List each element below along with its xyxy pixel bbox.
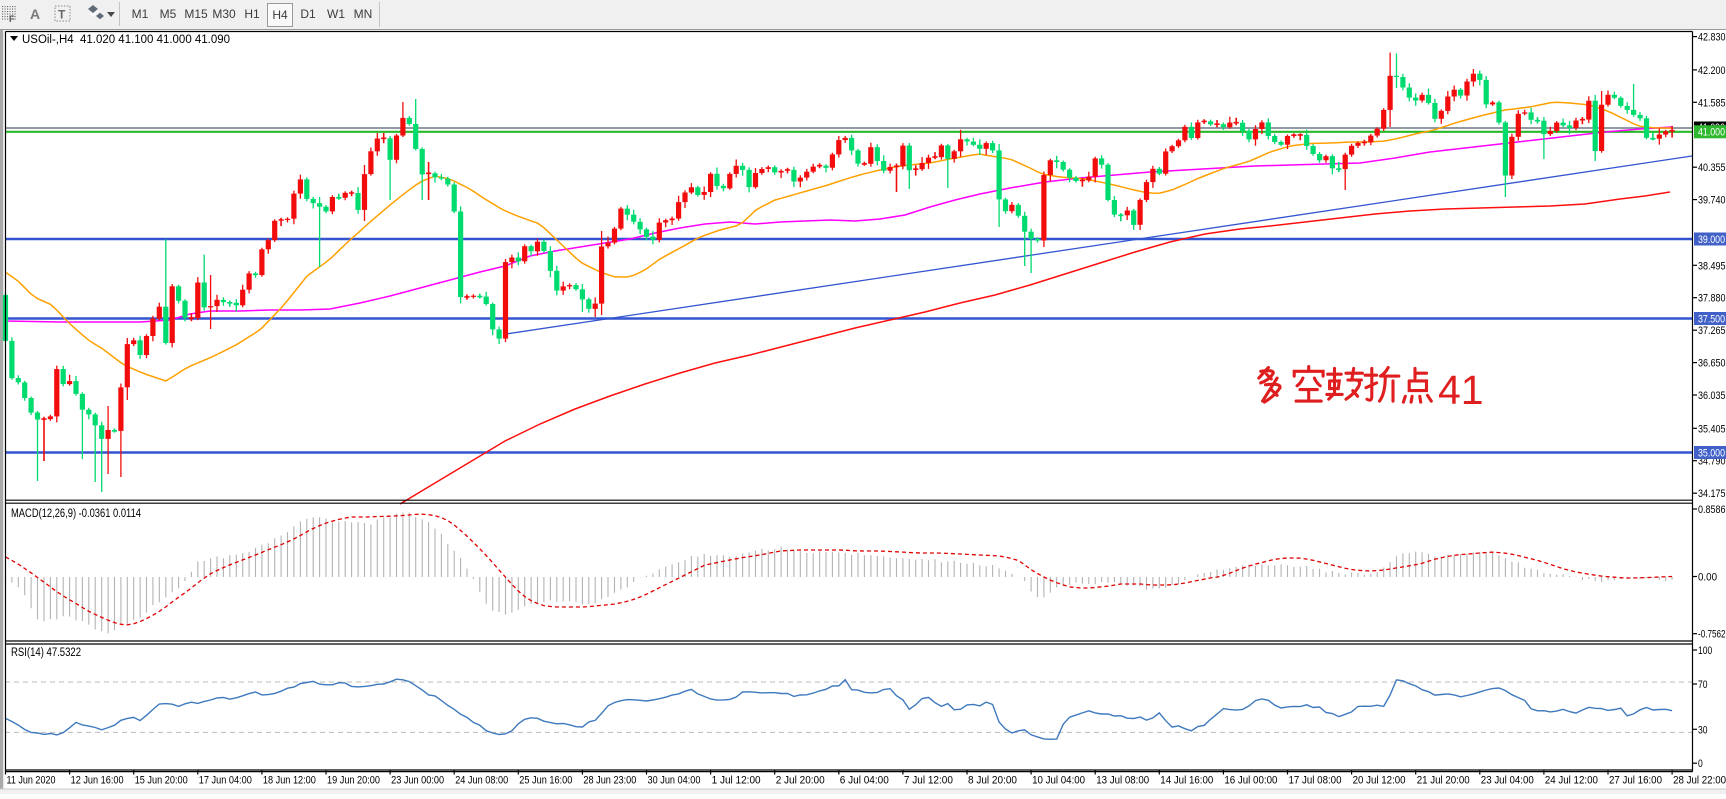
svg-text:37.265: 37.265 <box>1698 325 1726 337</box>
svg-text:25 Jun 16:00: 25 Jun 16:00 <box>519 775 572 787</box>
svg-text:20 Jul 12:00: 20 Jul 12:00 <box>1353 775 1406 787</box>
svg-text:36.650: 36.650 <box>1698 358 1726 370</box>
svg-text:F: F <box>9 14 15 24</box>
svg-text:11 Jun 2020: 11 Jun 2020 <box>7 775 56 787</box>
svg-text:10 Jul 04:00: 10 Jul 04:00 <box>1032 775 1085 787</box>
svg-text:21 Jul 20:00: 21 Jul 20:00 <box>1417 775 1470 787</box>
svg-text:14 Jul 16:00: 14 Jul 16:00 <box>1160 775 1213 787</box>
svg-text:23 Jul 04:00: 23 Jul 04:00 <box>1481 775 1534 787</box>
svg-text:28 Jul 22:00: 28 Jul 22:00 <box>1673 775 1726 787</box>
svg-text:37.880: 37.880 <box>1698 293 1726 305</box>
svg-text:27 Jul 16:00: 27 Jul 16:00 <box>1609 775 1662 787</box>
svg-text:100: 100 <box>1698 645 1712 657</box>
svg-text:40.355: 40.355 <box>1698 162 1726 174</box>
svg-text:23 Jun 00:00: 23 Jun 00:00 <box>391 775 444 787</box>
svg-text:0.8586: 0.8586 <box>1698 504 1726 516</box>
svg-text:2 Jul 20:00: 2 Jul 20:00 <box>776 775 825 787</box>
svg-text:42.830: 42.830 <box>1698 32 1726 44</box>
svg-text:17 Jul 08:00: 17 Jul 08:00 <box>1289 775 1342 787</box>
svg-text:30 Jun 04:00: 30 Jun 04:00 <box>648 775 701 787</box>
svg-text:39.740: 39.740 <box>1698 195 1726 207</box>
svg-text:24 Jul 12:00: 24 Jul 12:00 <box>1545 775 1598 787</box>
svg-text:37.500: 37.500 <box>1698 314 1725 326</box>
svg-text:36.035: 36.035 <box>1698 390 1726 402</box>
svg-text:T: T <box>58 8 66 22</box>
svg-text:8 Jul 20:00: 8 Jul 20:00 <box>968 775 1017 787</box>
svg-text:24 Jun 08:00: 24 Jun 08:00 <box>455 775 508 787</box>
svg-text:19 Jun 20:00: 19 Jun 20:00 <box>327 775 380 787</box>
svg-text:-0.7562: -0.7562 <box>1698 629 1726 641</box>
svg-text:28 Jun 23:00: 28 Jun 23:00 <box>583 775 636 787</box>
svg-text:39.000: 39.000 <box>1698 234 1725 246</box>
svg-text:42.200: 42.200 <box>1698 65 1726 77</box>
svg-text:70: 70 <box>1698 679 1708 691</box>
svg-text:17 Jun 04:00: 17 Jun 04:00 <box>199 775 252 787</box>
svg-text:1 Jul 12:00: 1 Jul 12:00 <box>712 775 761 787</box>
svg-text:0.00: 0.00 <box>1698 572 1717 584</box>
svg-text:41: 41 <box>1438 367 1484 413</box>
svg-text:MACD(12,26,9) -0.0361 0.0114: MACD(12,26,9) -0.0361 0.0114 <box>11 508 141 520</box>
svg-text:35.405: 35.405 <box>1698 423 1726 435</box>
svg-text:34.175: 34.175 <box>1698 488 1726 500</box>
svg-text:16 Jul 00:00: 16 Jul 00:00 <box>1224 775 1277 787</box>
svg-text:15 Jun 20:00: 15 Jun 20:00 <box>135 775 188 787</box>
svg-text:A: A <box>30 6 40 22</box>
svg-text:13 Jul 08:00: 13 Jul 08:00 <box>1096 775 1149 787</box>
svg-text:7 Jul 12:00: 7 Jul 12:00 <box>904 775 953 787</box>
svg-text:41.585: 41.585 <box>1698 97 1726 109</box>
svg-text:41.000: 41.000 <box>1698 127 1725 139</box>
svg-text:12 Jun 16:00: 12 Jun 16:00 <box>71 775 124 787</box>
svg-text:35.000: 35.000 <box>1698 448 1725 460</box>
svg-text:RSI(14) 47.5322: RSI(14) 47.5322 <box>11 647 81 659</box>
svg-text:6 Jul 04:00: 6 Jul 04:00 <box>840 775 889 787</box>
svg-text:18 Jun 12:00: 18 Jun 12:00 <box>263 775 316 787</box>
svg-text:0: 0 <box>1698 758 1703 770</box>
svg-text:USOil-,H4 41.020 41.100 41.00: USOil-,H4 41.020 41.100 41.000 41.090 <box>22 34 230 46</box>
svg-text:30: 30 <box>1698 724 1708 736</box>
svg-text:38.495: 38.495 <box>1698 260 1726 272</box>
